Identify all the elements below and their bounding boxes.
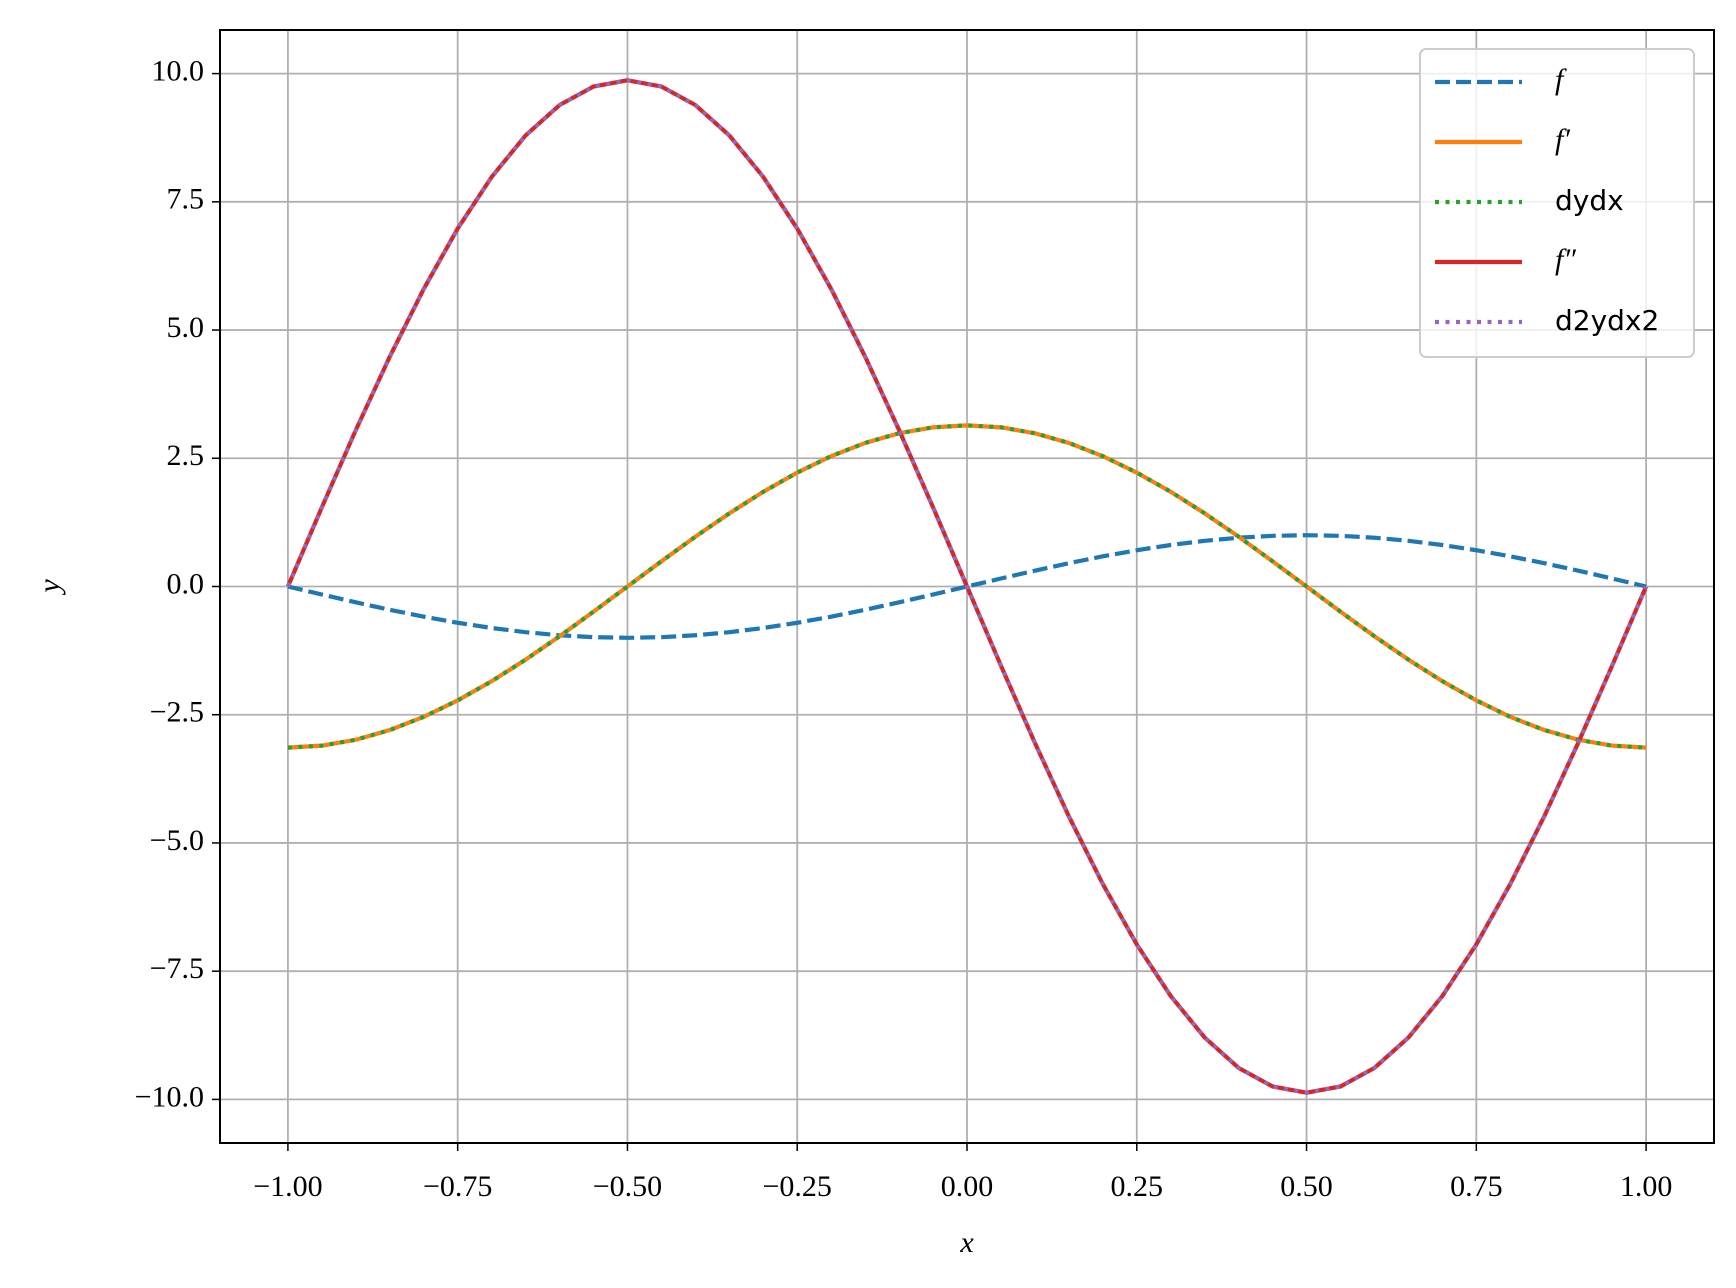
y-tick-label: −2.5	[150, 696, 204, 729]
x-tick-label: −1.00	[253, 1170, 322, 1203]
x-tick-label: −0.25	[763, 1170, 832, 1203]
y-tick-label: 5.0	[167, 311, 205, 344]
y-tick-label: 7.5	[167, 183, 205, 216]
x-tick-label: 1.00	[1620, 1170, 1673, 1203]
x-tick-label: 0.75	[1450, 1170, 1503, 1203]
y-tick-label: −7.5	[150, 952, 204, 985]
y-tick-label: 2.5	[167, 439, 205, 472]
x-axis-label: x	[959, 1226, 974, 1259]
y-tick-label: 10.0	[152, 54, 205, 87]
x-tick-label: 0.50	[1280, 1170, 1333, 1203]
legend-label: f″	[1555, 243, 1576, 276]
y-axis-label: y	[33, 579, 66, 596]
line-series	[285, 78, 1649, 1095]
legend-label: dydx	[1555, 184, 1624, 217]
y-tick-label: 0.0	[167, 567, 205, 600]
line-series	[287, 533, 1647, 640]
legend-label: d2ydx2	[1555, 304, 1659, 337]
legend-box	[1419, 48, 1695, 358]
y-tick-label: −10.0	[135, 1080, 204, 1113]
x-tick-label: −0.75	[423, 1170, 492, 1203]
plot-frame	[219, 29, 1715, 1144]
legend-label: f′	[1555, 123, 1570, 156]
y-tick-label: −5.0	[150, 824, 204, 857]
x-tick-label: 0.25	[1111, 1170, 1164, 1203]
line-series	[287, 423, 1647, 750]
x-tick-label: 0.00	[941, 1170, 994, 1203]
x-tick-label: −0.50	[593, 1170, 662, 1203]
